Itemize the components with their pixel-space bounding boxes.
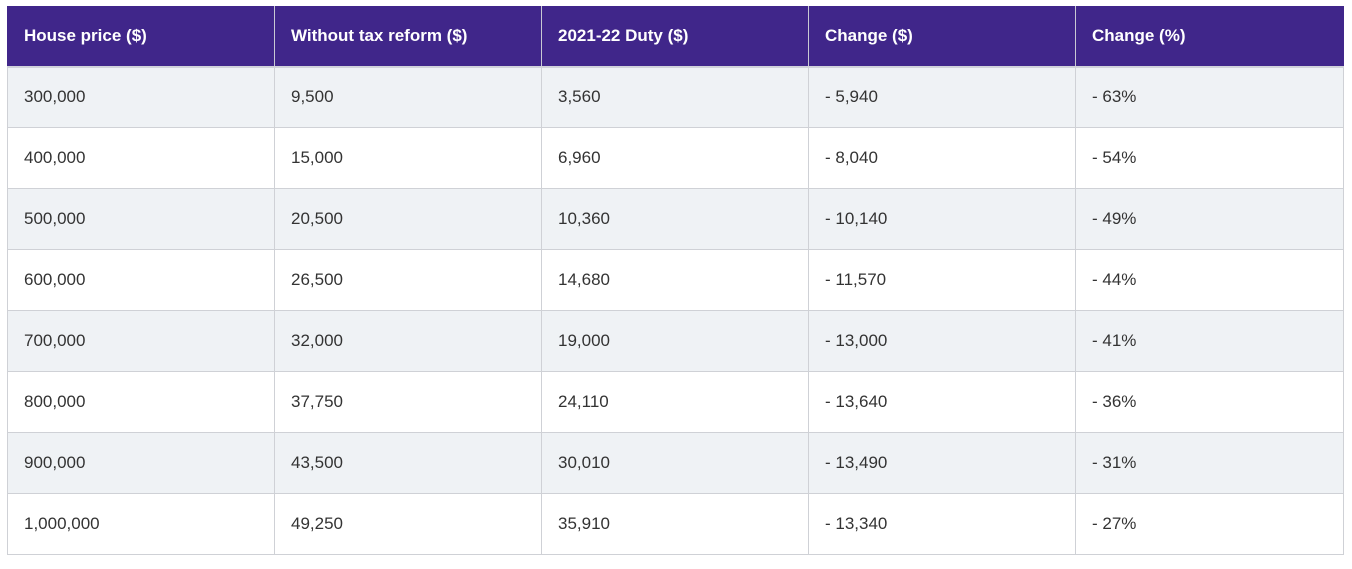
cell-change-dollars: - 13,640 — [808, 371, 1076, 433]
cell-duty-2021-22: 6,960 — [541, 127, 809, 189]
cell-house-price: 500,000 — [7, 188, 275, 250]
table-body: 300,000 9,500 3,560 - 5,940 - 63% 400,00… — [7, 66, 1344, 555]
duty-table-container: House price ($) Without tax reform ($) 2… — [7, 6, 1344, 555]
duty-comparison-table: House price ($) Without tax reform ($) 2… — [7, 6, 1344, 555]
cell-change-dollars: - 8,040 — [808, 127, 1076, 189]
cell-duty-2021-22: 10,360 — [541, 188, 809, 250]
table-row: 800,000 37,750 24,110 - 13,640 - 36% — [7, 371, 1344, 433]
cell-duty-2021-22: 24,110 — [541, 371, 809, 433]
cell-duty-2021-22: 3,560 — [541, 66, 809, 128]
cell-house-price: 700,000 — [7, 310, 275, 372]
cell-change-dollars: - 13,490 — [808, 432, 1076, 494]
cell-change-percent: - 31% — [1075, 432, 1344, 494]
cell-without-tax-reform: 9,500 — [274, 66, 542, 128]
cell-without-tax-reform: 32,000 — [274, 310, 542, 372]
cell-without-tax-reform: 49,250 — [274, 493, 542, 555]
cell-without-tax-reform: 20,500 — [274, 188, 542, 250]
cell-duty-2021-22: 35,910 — [541, 493, 809, 555]
cell-change-percent: - 54% — [1075, 127, 1344, 189]
cell-change-percent: - 49% — [1075, 188, 1344, 250]
cell-change-dollars: - 10,140 — [808, 188, 1076, 250]
cell-house-price: 800,000 — [7, 371, 275, 433]
cell-without-tax-reform: 26,500 — [274, 249, 542, 311]
cell-house-price: 600,000 — [7, 249, 275, 311]
cell-house-price: 1,000,000 — [7, 493, 275, 555]
cell-duty-2021-22: 19,000 — [541, 310, 809, 372]
table-row: 500,000 20,500 10,360 - 10,140 - 49% — [7, 188, 1344, 250]
table-row: 400,000 15,000 6,960 - 8,040 - 54% — [7, 127, 1344, 189]
header-duty-2021-22: 2021-22 Duty ($) — [541, 6, 809, 67]
cell-change-dollars: - 5,940 — [808, 66, 1076, 128]
cell-change-percent: - 44% — [1075, 249, 1344, 311]
cell-without-tax-reform: 37,750 — [274, 371, 542, 433]
table-row: 700,000 32,000 19,000 - 13,000 - 41% — [7, 310, 1344, 372]
cell-change-dollars: - 13,000 — [808, 310, 1076, 372]
header-change-dollars: Change ($) — [808, 6, 1076, 67]
cell-house-price: 900,000 — [7, 432, 275, 494]
cell-without-tax-reform: 43,500 — [274, 432, 542, 494]
cell-change-percent: - 41% — [1075, 310, 1344, 372]
cell-change-dollars: - 13,340 — [808, 493, 1076, 555]
cell-duty-2021-22: 14,680 — [541, 249, 809, 311]
table-row: 600,000 26,500 14,680 - 11,570 - 44% — [7, 249, 1344, 311]
table-row: 1,000,000 49,250 35,910 - 13,340 - 27% — [7, 493, 1344, 555]
header-house-price: House price ($) — [7, 6, 275, 67]
table-header-row: House price ($) Without tax reform ($) 2… — [7, 6, 1344, 67]
cell-change-percent: - 27% — [1075, 493, 1344, 555]
cell-duty-2021-22: 30,010 — [541, 432, 809, 494]
cell-house-price: 300,000 — [7, 66, 275, 128]
cell-house-price: 400,000 — [7, 127, 275, 189]
table-header: House price ($) Without tax reform ($) 2… — [7, 6, 1344, 67]
table-row: 300,000 9,500 3,560 - 5,940 - 63% — [7, 66, 1344, 128]
cell-change-percent: - 63% — [1075, 66, 1344, 128]
cell-change-dollars: - 11,570 — [808, 249, 1076, 311]
table-row: 900,000 43,500 30,010 - 13,490 - 31% — [7, 432, 1344, 494]
cell-without-tax-reform: 15,000 — [274, 127, 542, 189]
header-change-percent: Change (%) — [1075, 6, 1344, 67]
cell-change-percent: - 36% — [1075, 371, 1344, 433]
header-without-tax-reform: Without tax reform ($) — [274, 6, 542, 67]
